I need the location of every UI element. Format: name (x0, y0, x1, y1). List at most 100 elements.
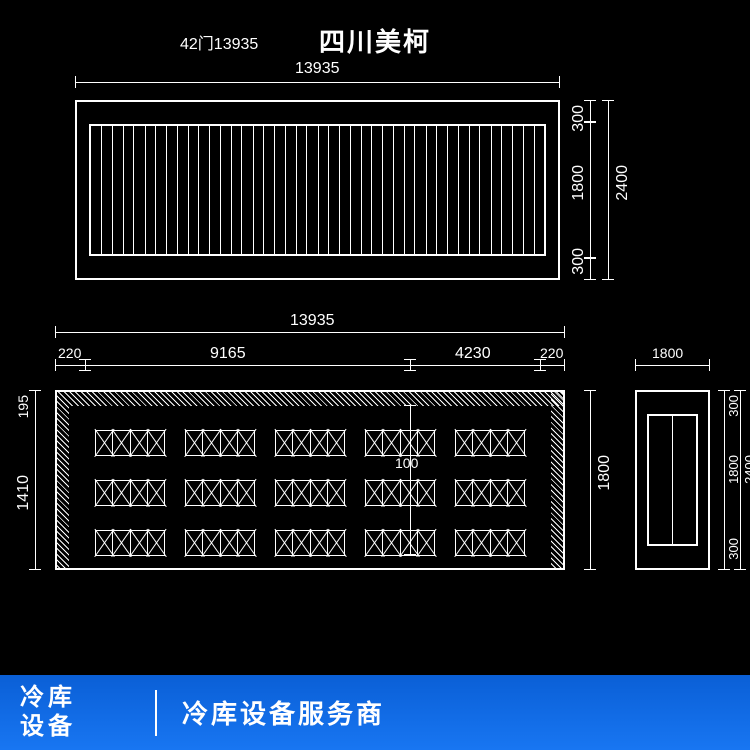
footer-left: 冷库 设备 (0, 684, 130, 742)
drawing-caption: 42门13935 (180, 30, 258, 54)
footer-left-line2: 设备 (20, 713, 130, 742)
shelf-cell (221, 431, 238, 455)
wall-hatch-left (55, 390, 69, 570)
shelf-cell (96, 531, 113, 555)
shelf (365, 530, 435, 556)
plan-right-a: 1800 (596, 455, 614, 491)
shelf-cell (491, 531, 508, 555)
shelf-cell (473, 481, 490, 505)
door (524, 126, 545, 254)
door (459, 126, 481, 254)
plan-right-dimline (590, 390, 591, 570)
shelf-cell (418, 481, 434, 505)
door (394, 126, 416, 254)
shelf-cell (276, 531, 293, 555)
shelf-cell (293, 431, 310, 455)
plan-seg-c: 4230 (455, 345, 491, 363)
plan-seg-a: 220 (58, 345, 81, 361)
elev-dim-bot: 300 (570, 248, 588, 275)
side-dim-total-label: 2400 (742, 455, 750, 484)
side-dim-bot: 300 (726, 538, 741, 560)
shelf-cell (221, 481, 238, 505)
shelf (95, 430, 165, 456)
shelf-cell (203, 481, 220, 505)
shelf-cell (276, 431, 293, 455)
shelf (275, 530, 345, 556)
elevation-doors (89, 124, 546, 256)
door (502, 126, 524, 254)
seg-tick-3 (540, 359, 541, 371)
elevation-view (75, 100, 560, 280)
shelf-cell (293, 481, 310, 505)
door (134, 126, 156, 254)
door (415, 126, 437, 254)
shelf-cell (238, 481, 254, 505)
shelf-cell (131, 531, 148, 555)
shelf-cell (96, 431, 113, 455)
shelf-cell (131, 431, 148, 455)
wall-hatch-right (551, 390, 565, 570)
shelf-cell (238, 431, 254, 455)
shelf-cell (328, 431, 344, 455)
door (113, 126, 135, 254)
door (480, 126, 502, 254)
shelf-cell (221, 531, 238, 555)
shelf-cell (148, 481, 164, 505)
plan-width-label: 13935 (290, 312, 335, 330)
shelf-cell (383, 531, 400, 555)
side-dim-mid: 1800 (726, 455, 741, 484)
footer-divider (155, 690, 157, 736)
door (286, 126, 308, 254)
side-view (635, 390, 710, 570)
shelf (455, 480, 525, 506)
shelf (455, 430, 525, 456)
shelf (275, 430, 345, 456)
plan-seg-b: 9165 (210, 345, 246, 363)
side-dim-top: 300 (726, 395, 741, 417)
door (221, 126, 243, 254)
shelf-cell (508, 531, 524, 555)
shelf (95, 480, 165, 506)
plan-seg-dimline (55, 365, 565, 366)
door (242, 126, 264, 254)
door (307, 126, 329, 254)
door (178, 126, 200, 254)
door (264, 126, 286, 254)
plan-left-b: 1410 (15, 475, 33, 511)
shelf (95, 530, 165, 556)
side-width-dimline (635, 365, 710, 366)
shelf-cell (238, 531, 254, 555)
seg-tick-2 (410, 359, 411, 371)
shelf-cell (203, 531, 220, 555)
shelf (185, 530, 255, 556)
plan-view (55, 390, 565, 570)
elevation-width-dimline (75, 82, 560, 83)
shelf-cell (508, 431, 524, 455)
door (91, 126, 113, 254)
shelf-row (95, 530, 525, 556)
side-panel (649, 416, 673, 544)
seg-tick-1 (85, 359, 86, 371)
shelf-cell (473, 431, 490, 455)
door (199, 126, 221, 254)
elev-dim-top: 300 (570, 105, 588, 132)
door (437, 126, 459, 254)
shelf-cell (366, 531, 383, 555)
shelf-cell (203, 431, 220, 455)
brand-title: 四川美柯 (319, 22, 431, 59)
plan-partition (410, 405, 411, 555)
shelf-cell (311, 431, 328, 455)
side-doors (647, 414, 698, 546)
shelf-cell (491, 481, 508, 505)
elev-dim-mid: 1800 (570, 165, 588, 201)
shelf-cell (148, 431, 164, 455)
shelf-cell (131, 481, 148, 505)
plan-left-a: 195 (15, 395, 31, 418)
elevation-width-label: 13935 (295, 60, 340, 78)
shelf (185, 430, 255, 456)
shelf-cell (366, 481, 383, 505)
shelf-cell (186, 431, 203, 455)
shelf-cell (328, 531, 344, 555)
shelf (365, 480, 435, 506)
shelf-cell (366, 431, 383, 455)
